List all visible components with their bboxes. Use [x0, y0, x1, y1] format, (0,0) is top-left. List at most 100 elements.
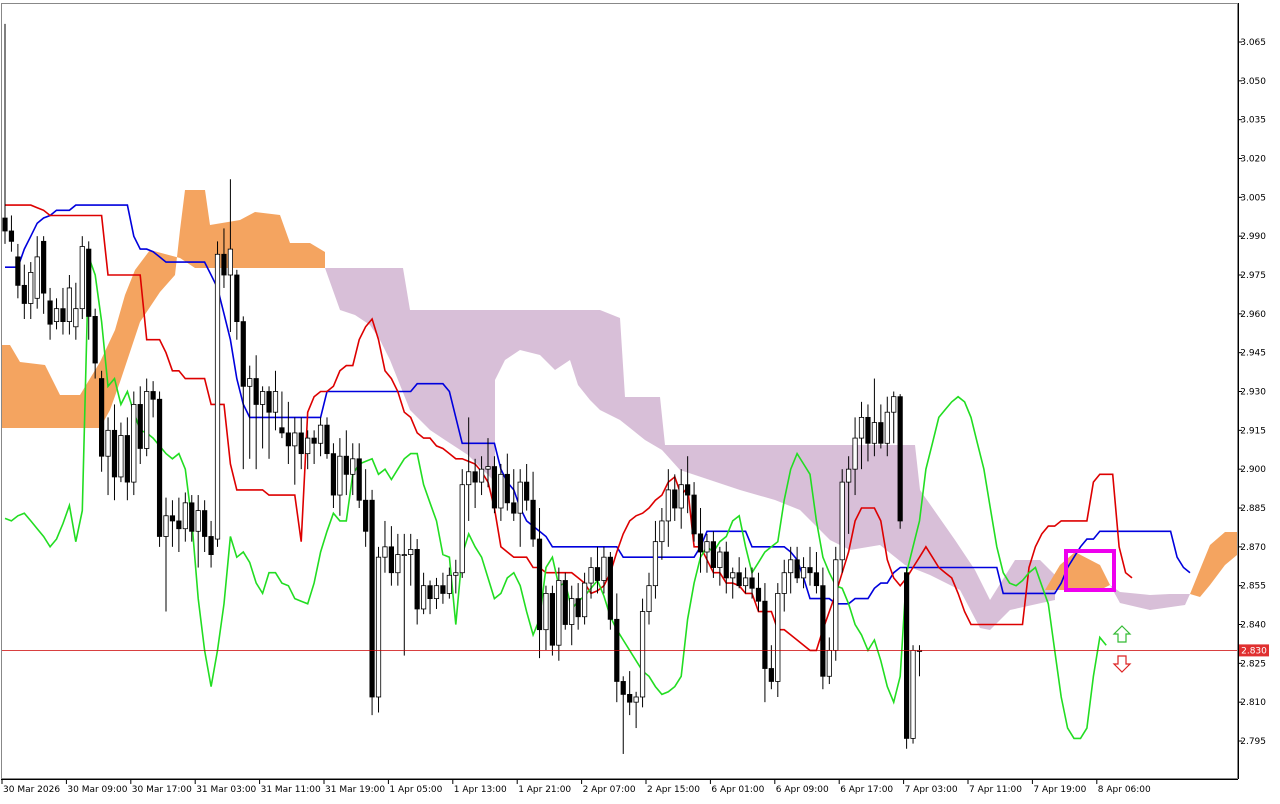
candle: [15, 243, 21, 299]
candle: [691, 482, 697, 542]
candle: [433, 577, 440, 609]
candle-body-bull: [517, 481, 523, 514]
candle: [466, 417, 472, 521]
candle-body-bear: [504, 473, 510, 504]
candle-body-bear: [41, 240, 47, 294]
candle-body-bull: [420, 585, 427, 610]
time-tick-label: 8 Apr 06:00: [1098, 785, 1151, 795]
candle: [588, 557, 594, 599]
time-tick-label: 6 Apr 09:00: [776, 785, 829, 795]
time-tick-label: 7 Apr 11:00: [969, 785, 1022, 795]
candle-body-bear: [208, 536, 214, 556]
cloud-segment-1: [325, 268, 1055, 630]
candle: [543, 585, 549, 651]
candle-body-bear: [414, 549, 420, 610]
candle: [66, 275, 72, 335]
time-tick-label: 31 Mar 19:00: [325, 785, 385, 795]
cloud-segment-2: [1045, 552, 1110, 590]
candle: [221, 228, 227, 288]
candle: [28, 262, 34, 320]
candle: [227, 179, 233, 332]
candle-body-bull: [408, 549, 414, 556]
candle: [176, 497, 182, 553]
candle: [536, 508, 543, 659]
candle-body-bull: [163, 515, 169, 537]
candle-body-bear: [562, 580, 568, 625]
candle: [118, 422, 124, 483]
candle: [736, 557, 742, 589]
candle-body-bull: [478, 468, 485, 483]
price-axis[interactable]: 3.065 3.050 3.035 3.020 3.005 2.990 2.975 2.960…: [1238, 3, 1266, 779]
price-tick-label: 2.990: [1240, 232, 1266, 242]
candle-body-bear: [691, 494, 697, 535]
candle-body-bear: [672, 489, 678, 509]
candle-body-bull: [652, 541, 659, 587]
candle: [639, 598, 646, 708]
candle-body-bear: [736, 572, 742, 587]
candle: [453, 559, 459, 594]
candle: [266, 386, 272, 459]
candle: [511, 469, 517, 521]
candle: [569, 585, 575, 646]
candle-body-bull: [910, 649, 916, 739]
candle-body-bear: [21, 284, 27, 304]
candle-body-bull: [498, 473, 504, 509]
candle-body-bull: [800, 567, 807, 579]
time-tick-label: 1 Apr 21:00: [518, 785, 571, 795]
price-tick-label: 3.050: [1240, 77, 1266, 87]
candle-body-bear: [111, 429, 118, 478]
price-tick-label: 2.945: [1240, 349, 1266, 359]
candle: [208, 520, 214, 568]
candle: [253, 355, 259, 470]
candle-body-bear: [169, 515, 176, 522]
candle: [620, 676, 626, 754]
candle-body-bull: [105, 429, 111, 457]
time-tick-label: 30 Mar 2026: [3, 785, 60, 795]
candle-body-bear: [530, 499, 536, 540]
candle-body-bull: [53, 308, 60, 322]
candle-body-bear: [311, 437, 317, 444]
candle: [363, 469, 369, 547]
candle-body-bull: [665, 489, 671, 522]
candle-body-bear: [298, 432, 304, 455]
candle-body-bull: [433, 585, 440, 600]
candle-body-bull: [704, 541, 710, 553]
time-axis[interactable]: 30 Mar 2026 30 Mar 09:00 30 Mar 17:00 31 Ma…: [1, 779, 1238, 795]
candle-body-bear: [575, 598, 581, 618]
candle-body-bull: [401, 554, 407, 556]
candle: [214, 241, 221, 547]
price-tick-label: 3.035: [1240, 116, 1266, 126]
candle-body-bear: [755, 587, 762, 602]
price-tick-label: 2.960: [1240, 310, 1266, 320]
time-tick-label: 7 Apr 03:00: [905, 785, 958, 795]
candle-body-bull: [833, 559, 839, 651]
candle: [356, 443, 362, 508]
candle-body-bear: [363, 499, 369, 532]
candle-body-bull: [588, 567, 594, 584]
candle-body-bull: [34, 256, 40, 299]
price-tick-label: 2.840: [1240, 621, 1266, 631]
candle-body-bear: [807, 567, 813, 574]
candle: [717, 546, 723, 586]
candle-body-bear: [620, 681, 626, 695]
candle: [440, 572, 446, 604]
candle-body-bull: [659, 520, 665, 543]
candle: [478, 456, 485, 496]
candle: [710, 531, 717, 578]
candle: [285, 401, 291, 464]
candle-body-bear: [904, 572, 910, 739]
candle: [195, 495, 201, 568]
candle-body-bear: [285, 432, 291, 447]
candle: [369, 489, 375, 716]
candle: [833, 546, 839, 661]
current-price-label: 2.830: [1239, 644, 1269, 657]
time-tick-label: 1 Apr 13:00: [454, 785, 507, 795]
price-tick-label: 2.900: [1240, 465, 1266, 475]
candle-body-bear: [472, 471, 478, 483]
candle: [86, 241, 92, 340]
candle: [594, 546, 601, 594]
candle: [408, 533, 414, 586]
candle-body-bear: [820, 585, 826, 677]
